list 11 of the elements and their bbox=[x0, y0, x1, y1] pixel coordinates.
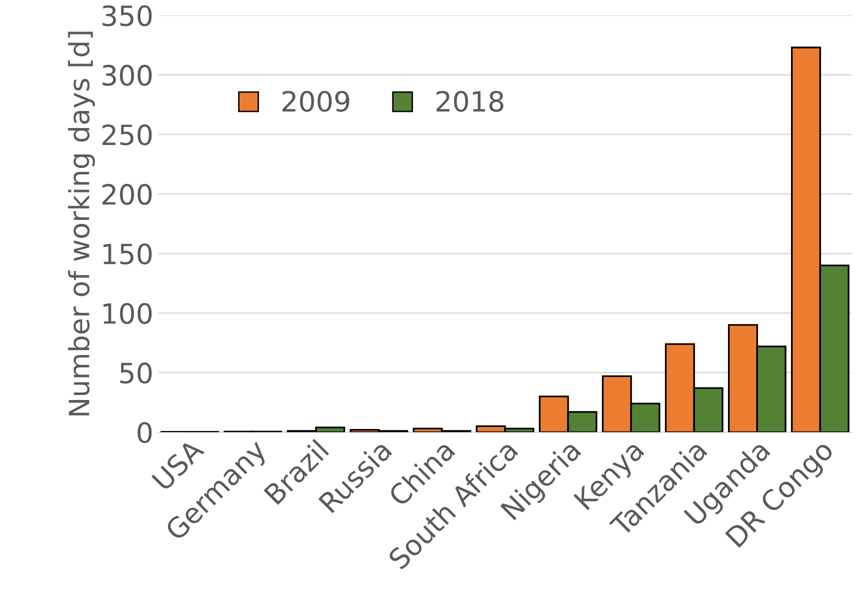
legend-label: 2018 bbox=[436, 90, 504, 112]
legend-label: 2009 bbox=[282, 90, 350, 112]
y-tick-label: 300 bbox=[102, 64, 152, 86]
y-tick-label: 350 bbox=[102, 5, 152, 26]
y-tick-label: 200 bbox=[102, 184, 152, 205]
y-tick-label: 150 bbox=[104, 243, 152, 264]
y-tick-label: 0 bbox=[138, 422, 152, 444]
y-tick-label: 100 bbox=[104, 303, 152, 324]
y-tick-label: 250 bbox=[102, 124, 152, 146]
y-tick-label: 50 bbox=[120, 362, 152, 384]
y-axis-title: Number of working days [d] bbox=[68, 32, 95, 416]
